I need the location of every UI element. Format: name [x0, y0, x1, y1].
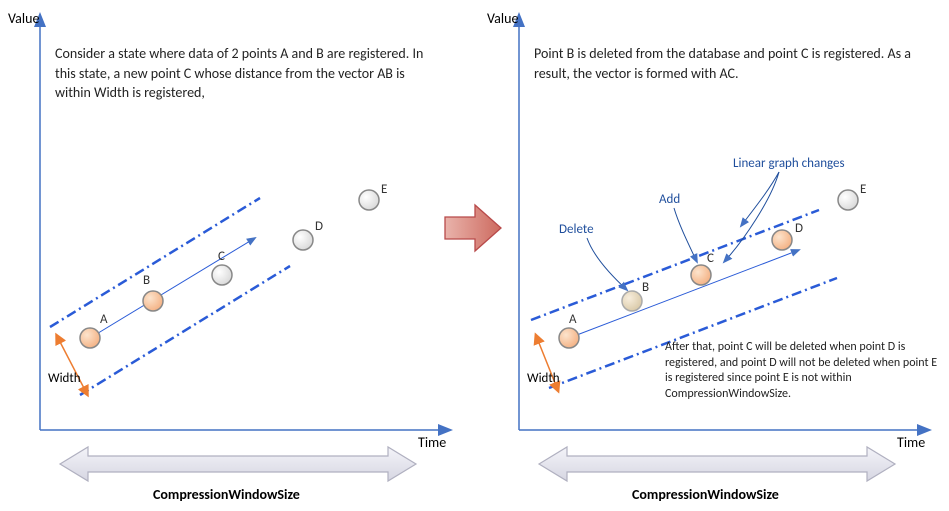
left-width-label: Width	[48, 371, 81, 386]
right-annotations	[587, 172, 779, 290]
right-value-label: Value	[487, 10, 518, 27]
left-label-b: B	[143, 273, 150, 288]
right-add-label: Add	[659, 192, 680, 207]
right-panel: Value Time Point B is deleted from the d…	[479, 0, 949, 511]
right-time-label: Time	[897, 434, 925, 451]
left-point-d	[293, 230, 313, 250]
left-value-label: Value	[8, 10, 39, 27]
left-label-a: A	[100, 312, 108, 327]
right-delete-label: Delete	[559, 222, 594, 237]
left-point-c	[212, 265, 232, 285]
left-panel: Value Time Consider a state where data o…	[0, 0, 470, 511]
right-linear-change-label: Linear graph changes	[733, 156, 845, 171]
right-cws-arrow	[539, 447, 895, 481]
right-point-c	[691, 265, 711, 285]
right-label-e: E	[860, 182, 866, 197]
left-point-b	[143, 291, 163, 311]
left-point-e	[359, 190, 379, 210]
left-description: Consider a state where data of 2 points …	[55, 44, 435, 103]
right-vector-ac	[569, 250, 799, 338]
right-label-a: A	[569, 312, 577, 327]
right-point-e	[838, 190, 858, 210]
right-point-b	[622, 291, 642, 311]
left-cws-arrow	[60, 447, 416, 481]
left-cws-label: CompressionWindowSize	[153, 486, 300, 503]
right-after-text: After that, point C will be deleted when…	[665, 340, 940, 402]
right-label-c: C	[707, 251, 714, 266]
left-point-a	[80, 328, 100, 348]
right-cws-label: CompressionWindowSize	[632, 486, 779, 503]
left-label-d: D	[315, 219, 323, 234]
right-width-label: Width	[527, 371, 560, 386]
left-time-label: Time	[418, 434, 446, 451]
right-point-a	[559, 328, 579, 348]
right-label-b: B	[642, 280, 649, 295]
left-band	[50, 198, 290, 395]
left-label-c: C	[218, 249, 225, 264]
left-label-e: E	[381, 182, 387, 197]
right-point-d	[772, 230, 792, 250]
right-description: Point B is deleted from the database and…	[534, 44, 914, 83]
right-label-d: D	[795, 221, 803, 236]
left-points	[80, 190, 379, 348]
